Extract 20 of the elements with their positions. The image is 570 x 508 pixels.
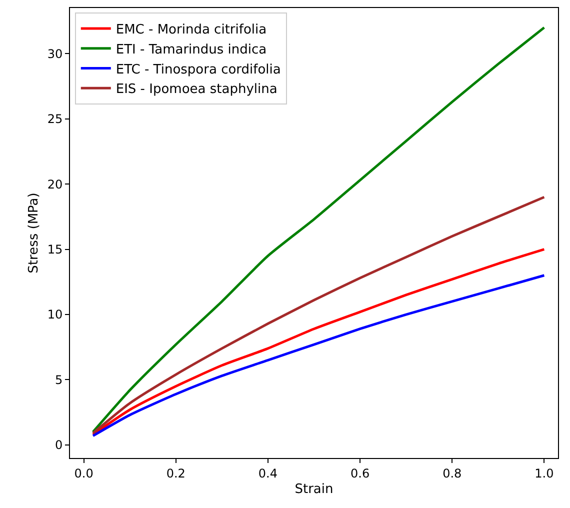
x-tick-label: 0.2 xyxy=(166,466,186,480)
line-series xyxy=(92,196,546,434)
x-tick-label: 0.0 xyxy=(74,466,94,480)
y-axis-title: Stress (MPa) xyxy=(26,192,42,274)
legend-label: EIS - Ipomoea staphylina xyxy=(116,82,278,98)
y-tick-label: 15 xyxy=(47,242,63,256)
x-axis-title: Strain xyxy=(294,482,334,497)
x-tick-label: 0.6 xyxy=(350,466,370,480)
legend-label: ETI - Tamarindus indica xyxy=(116,42,267,58)
y-tick-label: 0 xyxy=(54,438,63,452)
y-tick-label: 5 xyxy=(54,372,63,387)
legend-label: ETC - Tinospora cordifolia xyxy=(116,62,281,78)
x-tick-label: 0.8 xyxy=(442,466,462,480)
y-tick-label: 30 xyxy=(47,46,63,61)
legend-label: EMC - Morinda citrifolia xyxy=(116,22,267,38)
y-tick-label: 20 xyxy=(47,177,63,192)
y-tick-label: 25 xyxy=(47,112,63,126)
x-tick-label: 1.0 xyxy=(534,466,554,480)
y-tick-label: 10 xyxy=(47,308,63,322)
x-tick-label: 0.4 xyxy=(258,466,278,480)
